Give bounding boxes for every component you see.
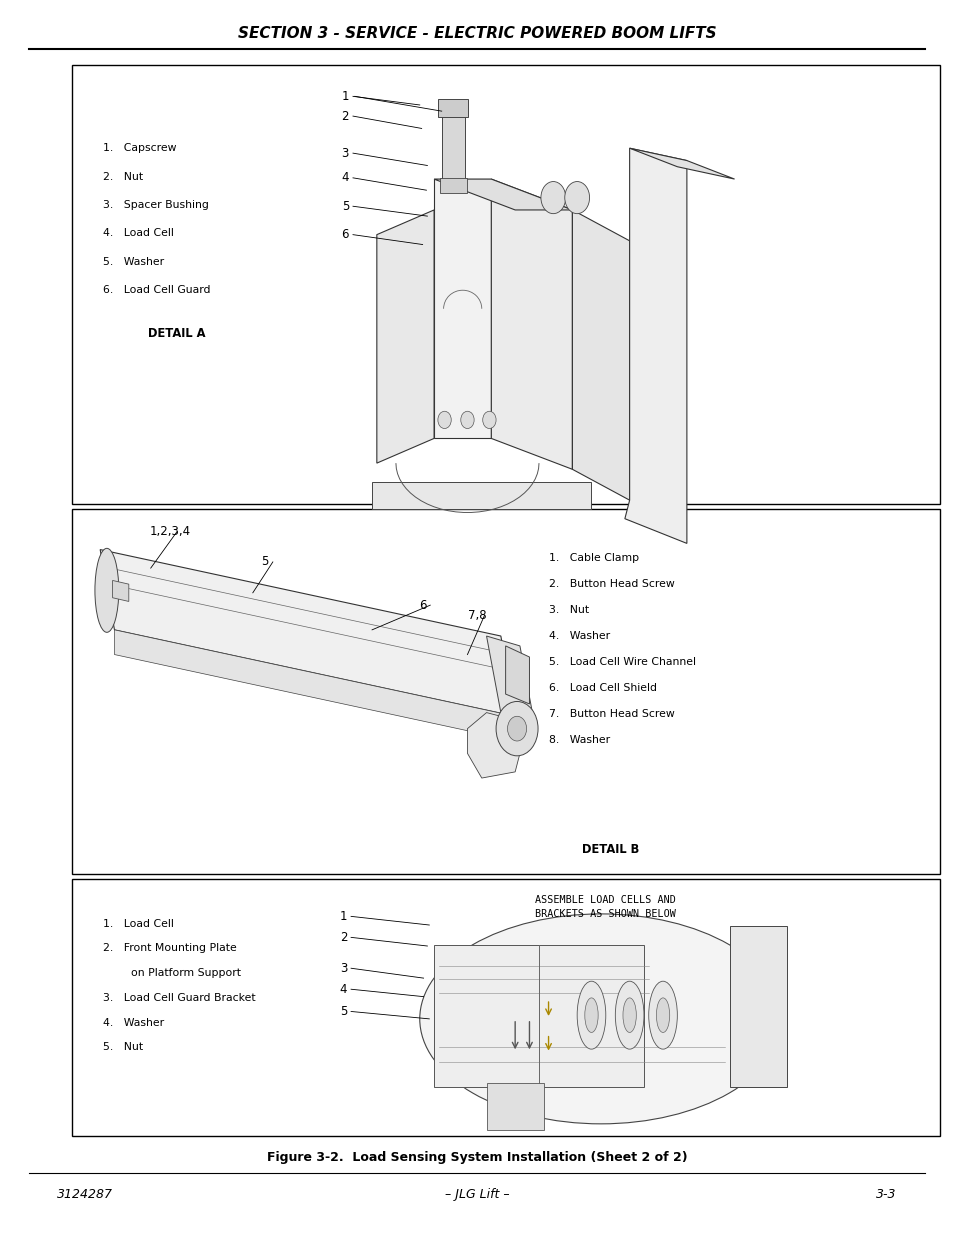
Text: 2: 2: [341, 110, 349, 122]
Text: on Platform Support: on Platform Support: [103, 968, 241, 978]
Text: 5.   Washer: 5. Washer: [103, 257, 164, 267]
Text: 8.   Washer: 8. Washer: [548, 735, 609, 745]
Polygon shape: [114, 630, 515, 741]
Bar: [437, 99, 468, 117]
Text: 3.   Nut: 3. Nut: [548, 605, 588, 615]
Polygon shape: [572, 210, 629, 500]
Polygon shape: [434, 179, 491, 438]
Ellipse shape: [648, 981, 677, 1050]
Circle shape: [540, 182, 565, 214]
Ellipse shape: [615, 981, 643, 1050]
Text: 4.   Load Cell: 4. Load Cell: [103, 228, 173, 238]
Text: 2.   Nut: 2. Nut: [103, 172, 143, 182]
Polygon shape: [372, 482, 591, 509]
Text: – JLG Lift –: – JLG Lift –: [444, 1188, 509, 1200]
Circle shape: [482, 411, 496, 429]
Polygon shape: [629, 148, 734, 179]
Text: 7,8: 7,8: [467, 609, 486, 621]
Bar: [71, 879, 939, 1136]
Text: BRACKETS AS SHOWN BELOW: BRACKETS AS SHOWN BELOW: [535, 909, 676, 919]
Text: 5: 5: [339, 1005, 347, 1018]
Text: 2: 2: [339, 931, 347, 944]
Text: 6: 6: [418, 599, 426, 611]
Text: 4.   Washer: 4. Washer: [103, 1018, 164, 1028]
Text: 4.   Washer: 4. Washer: [548, 631, 609, 641]
Polygon shape: [100, 550, 515, 716]
Text: 1: 1: [341, 90, 349, 103]
Ellipse shape: [622, 998, 636, 1032]
Text: 3: 3: [341, 147, 349, 159]
Polygon shape: [434, 179, 572, 210]
Polygon shape: [624, 148, 686, 543]
Text: 5.   Nut: 5. Nut: [103, 1042, 143, 1052]
Bar: [441, 111, 464, 179]
Polygon shape: [467, 713, 519, 778]
Text: Figure 3-2.  Load Sensing System Installation (Sheet 2 of 2): Figure 3-2. Load Sensing System Installa…: [267, 1151, 686, 1163]
Text: DETAIL B: DETAIL B: [581, 844, 639, 856]
Bar: [486, 1083, 543, 1130]
Text: 2.   Button Head Screw: 2. Button Head Screw: [548, 579, 674, 589]
Bar: [439, 178, 466, 193]
Text: 3-3: 3-3: [876, 1188, 896, 1200]
Circle shape: [496, 701, 537, 756]
Ellipse shape: [419, 914, 781, 1124]
Text: 3.   Spacer Bushing: 3. Spacer Bushing: [103, 200, 209, 210]
Polygon shape: [491, 179, 572, 469]
Text: 3.   Load Cell Guard Bracket: 3. Load Cell Guard Bracket: [103, 993, 255, 1003]
Ellipse shape: [577, 981, 605, 1050]
Text: 1.   Load Cell: 1. Load Cell: [103, 919, 173, 929]
Text: 4: 4: [339, 983, 347, 995]
Text: 6: 6: [341, 228, 349, 241]
Bar: [729, 926, 786, 1087]
Text: 6.   Load Cell Guard: 6. Load Cell Guard: [103, 285, 211, 295]
Text: 4: 4: [341, 172, 349, 184]
Bar: [71, 65, 939, 504]
Text: 6.   Load Cell Shield: 6. Load Cell Shield: [548, 683, 656, 693]
Text: 1,2,3,4: 1,2,3,4: [149, 525, 191, 537]
Text: 1: 1: [339, 910, 347, 923]
Ellipse shape: [94, 548, 118, 632]
Circle shape: [507, 716, 526, 741]
Text: 3124287: 3124287: [57, 1188, 113, 1200]
Circle shape: [564, 182, 589, 214]
Text: 7.   Button Head Screw: 7. Button Head Screw: [548, 709, 674, 719]
Text: DETAIL A: DETAIL A: [148, 327, 205, 340]
Text: 1.   Capscrew: 1. Capscrew: [103, 143, 176, 153]
Polygon shape: [505, 646, 529, 704]
Text: 5: 5: [341, 200, 349, 212]
Text: 3: 3: [339, 962, 347, 974]
Bar: [434, 945, 643, 1087]
Polygon shape: [486, 636, 534, 722]
Polygon shape: [112, 580, 129, 601]
Text: 2.   Front Mounting Plate: 2. Front Mounting Plate: [103, 944, 236, 953]
Text: 1.   Cable Clamp: 1. Cable Clamp: [548, 553, 638, 563]
Text: 5: 5: [261, 556, 269, 568]
Bar: [71, 509, 939, 874]
Text: SECTION 3 - SERVICE - ELECTRIC POWERED BOOM LIFTS: SECTION 3 - SERVICE - ELECTRIC POWERED B…: [237, 26, 716, 41]
Text: 5.   Load Cell Wire Channel: 5. Load Cell Wire Channel: [548, 657, 695, 667]
Circle shape: [437, 411, 451, 429]
Ellipse shape: [584, 998, 598, 1032]
Circle shape: [460, 411, 474, 429]
Ellipse shape: [656, 998, 669, 1032]
Polygon shape: [376, 210, 434, 463]
Text: ASSEMBLE LOAD CELLS AND: ASSEMBLE LOAD CELLS AND: [535, 895, 676, 905]
